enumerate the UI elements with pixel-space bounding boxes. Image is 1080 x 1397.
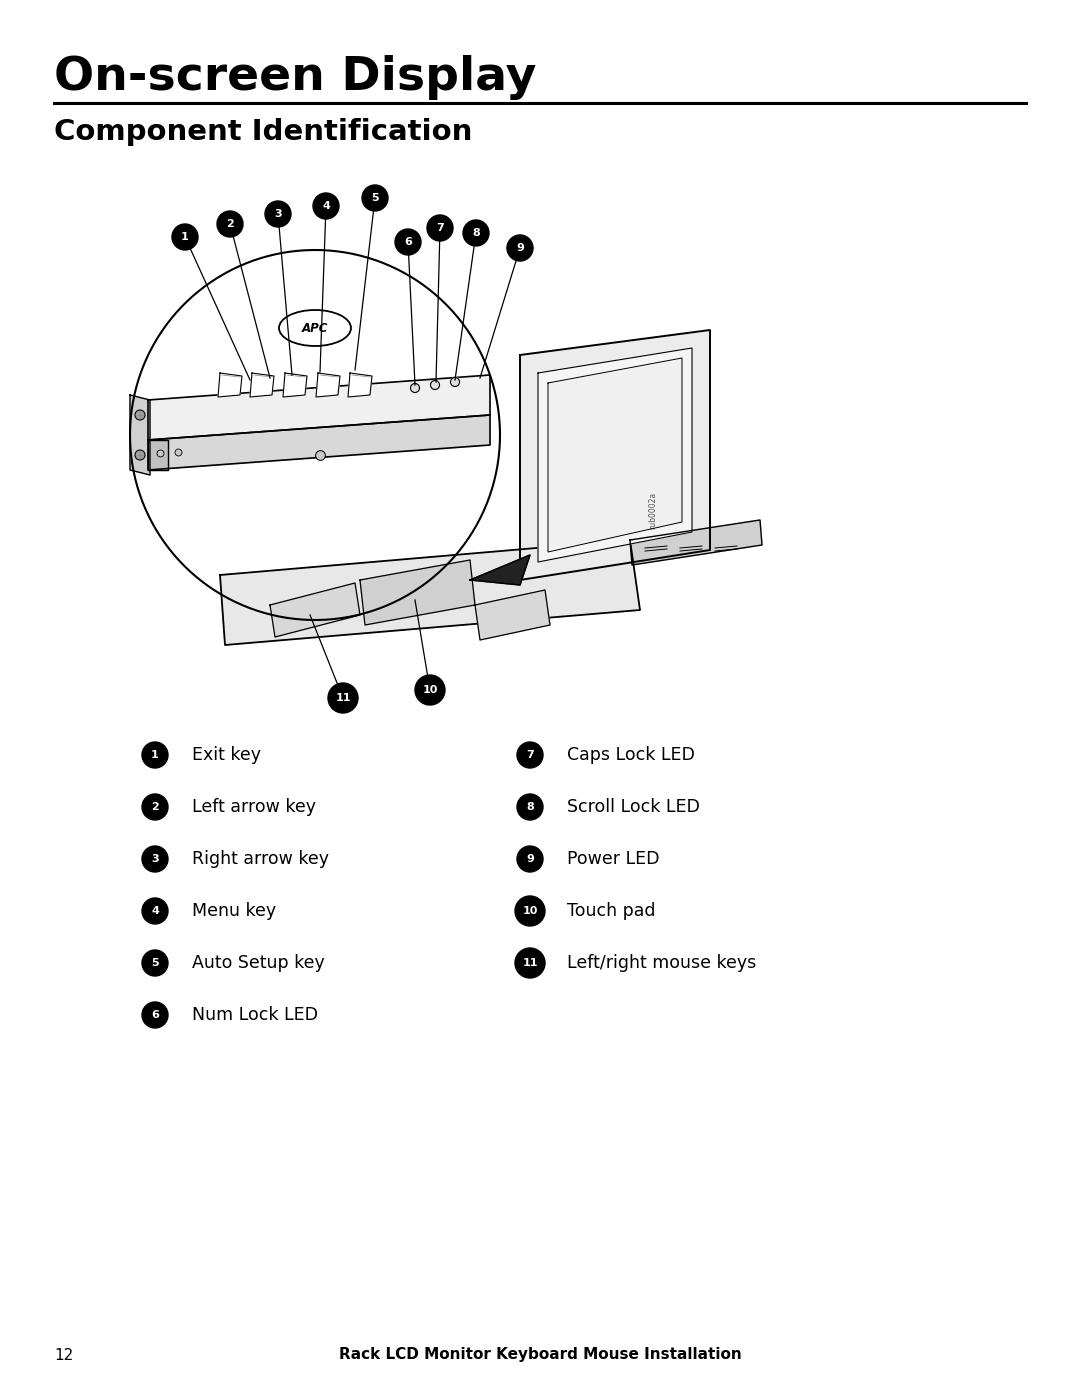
Circle shape [515, 949, 545, 978]
Text: 2: 2 [226, 219, 234, 229]
Polygon shape [348, 373, 372, 397]
Text: Scroll Lock LED: Scroll Lock LED [567, 798, 700, 816]
Polygon shape [283, 373, 307, 397]
Circle shape [265, 201, 291, 226]
Text: 1: 1 [181, 232, 189, 242]
Polygon shape [148, 415, 490, 469]
Text: On-screen Display: On-screen Display [54, 54, 537, 101]
Text: Power LED: Power LED [567, 849, 660, 868]
Polygon shape [249, 373, 274, 397]
Text: Auto Setup key: Auto Setup key [192, 954, 325, 972]
Circle shape [463, 219, 489, 246]
Text: Rack LCD Monitor Keyboard Mouse Installation: Rack LCD Monitor Keyboard Mouse Installa… [339, 1348, 741, 1362]
Circle shape [517, 847, 543, 872]
Polygon shape [316, 373, 340, 397]
Circle shape [141, 847, 168, 872]
Circle shape [141, 742, 168, 768]
Text: 2: 2 [151, 802, 159, 812]
Circle shape [427, 215, 453, 242]
Circle shape [362, 184, 388, 211]
Text: 8: 8 [526, 802, 534, 812]
Text: 4: 4 [151, 907, 159, 916]
Text: Menu key: Menu key [192, 902, 276, 921]
Text: rub0002a: rub0002a [648, 492, 657, 528]
Text: 6: 6 [151, 1010, 159, 1020]
Circle shape [515, 895, 545, 926]
Text: Num Lock LED: Num Lock LED [192, 1006, 318, 1024]
Circle shape [507, 235, 534, 261]
Text: 7: 7 [526, 750, 534, 760]
Text: 10: 10 [523, 907, 538, 916]
Polygon shape [360, 560, 475, 624]
Text: 9: 9 [526, 854, 534, 863]
Circle shape [135, 450, 145, 460]
Text: 7: 7 [436, 224, 444, 233]
Circle shape [517, 793, 543, 820]
Polygon shape [220, 541, 640, 645]
Text: 9: 9 [516, 243, 524, 253]
Polygon shape [519, 330, 710, 580]
Text: 6: 6 [404, 237, 411, 247]
Text: Right arrow key: Right arrow key [192, 849, 329, 868]
Circle shape [172, 224, 198, 250]
Text: Exit key: Exit key [192, 746, 261, 764]
Polygon shape [130, 395, 150, 475]
Text: APC: APC [301, 321, 328, 334]
Circle shape [395, 229, 421, 256]
Polygon shape [475, 590, 550, 640]
Circle shape [313, 193, 339, 219]
Text: 12: 12 [54, 1348, 73, 1362]
Circle shape [217, 211, 243, 237]
Circle shape [141, 793, 168, 820]
Circle shape [328, 683, 357, 712]
Polygon shape [538, 348, 692, 562]
Text: 11: 11 [523, 958, 538, 968]
Polygon shape [148, 374, 490, 440]
Text: 10: 10 [422, 685, 437, 694]
Text: 3: 3 [151, 854, 159, 863]
Circle shape [141, 1002, 168, 1028]
Text: Left arrow key: Left arrow key [192, 798, 316, 816]
Circle shape [141, 898, 168, 923]
Circle shape [431, 380, 440, 390]
Text: 3: 3 [274, 210, 282, 219]
Polygon shape [270, 583, 360, 637]
Circle shape [450, 377, 459, 387]
Text: 1: 1 [151, 750, 159, 760]
Circle shape [517, 742, 543, 768]
Circle shape [135, 409, 145, 420]
Text: 4: 4 [322, 201, 329, 211]
Circle shape [410, 384, 419, 393]
Text: Component Identification: Component Identification [54, 117, 472, 147]
Polygon shape [470, 555, 530, 585]
Polygon shape [218, 373, 242, 397]
Circle shape [415, 675, 445, 705]
Text: 5: 5 [372, 193, 379, 203]
Polygon shape [548, 358, 681, 552]
Text: Caps Lock LED: Caps Lock LED [567, 746, 694, 764]
Text: 11: 11 [335, 693, 351, 703]
Text: 5: 5 [151, 958, 159, 968]
Text: Left/right mouse keys: Left/right mouse keys [567, 954, 756, 972]
Polygon shape [148, 440, 168, 469]
Text: Touch pad: Touch pad [567, 902, 656, 921]
Polygon shape [630, 520, 762, 564]
Circle shape [141, 950, 168, 977]
Text: 8: 8 [472, 228, 480, 237]
